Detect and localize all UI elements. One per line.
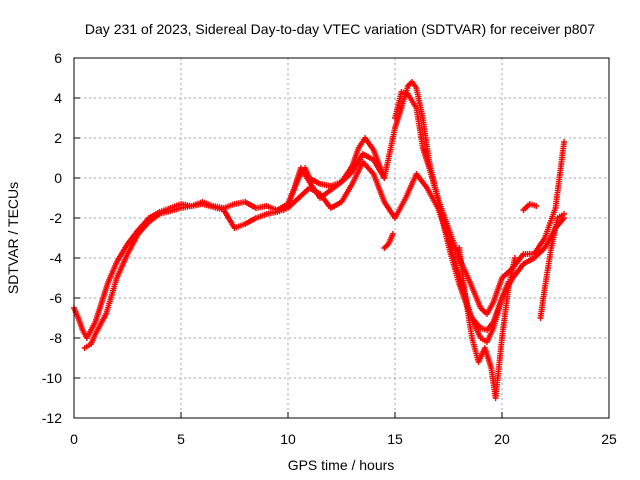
y-tick-labels: -12 -10 -8 -6 -4 -2 0 2 4 6 — [42, 50, 80, 426]
series-trace-d — [280, 151, 388, 213]
y-tick-label: -6 — [50, 290, 63, 306]
data-point — [533, 203, 540, 209]
x-tick-label: 15 — [387, 431, 403, 447]
series-segment-2 — [520, 201, 540, 213]
y-tick-label: -10 — [42, 370, 62, 386]
x-tick-label: 0 — [70, 431, 78, 447]
data-point — [381, 175, 388, 181]
y-tick-label: -2 — [50, 210, 63, 226]
plot-frame — [73, 57, 610, 419]
x-tick-label: 10 — [280, 431, 296, 447]
x-tick-label: 5 — [177, 431, 185, 447]
y-tick-label: 0 — [54, 170, 62, 186]
y-tick-label: -4 — [50, 250, 63, 266]
series-trace-a — [71, 79, 568, 341]
y-tick-label: 6 — [54, 50, 62, 66]
gridlines — [74, 58, 609, 418]
series-segment-3 — [537, 211, 568, 321]
x-tick-label: 20 — [494, 431, 510, 447]
series-segment-1 — [381, 231, 396, 251]
series-spike-dip — [456, 245, 518, 401]
data-points — [71, 79, 568, 401]
x-tick-label: 25 — [601, 431, 617, 447]
chart-title: Day 231 of 2023, Sidereal Day-to-day VTE… — [85, 21, 595, 37]
x-tick-labels: 0 5 10 15 20 25 — [70, 412, 617, 447]
data-point — [561, 139, 568, 145]
y-axis-label: SDTVAR / TECUs — [5, 182, 21, 294]
data-point — [511, 255, 518, 261]
y-tick-label: -12 — [42, 410, 62, 426]
y-tick-label: 4 — [54, 90, 62, 106]
y-tick-label: -8 — [50, 330, 63, 346]
data-point — [389, 231, 396, 237]
y-tick-label: 2 — [54, 130, 62, 146]
x-axis-label: GPS time / hours — [288, 457, 395, 473]
data-point — [561, 211, 568, 217]
